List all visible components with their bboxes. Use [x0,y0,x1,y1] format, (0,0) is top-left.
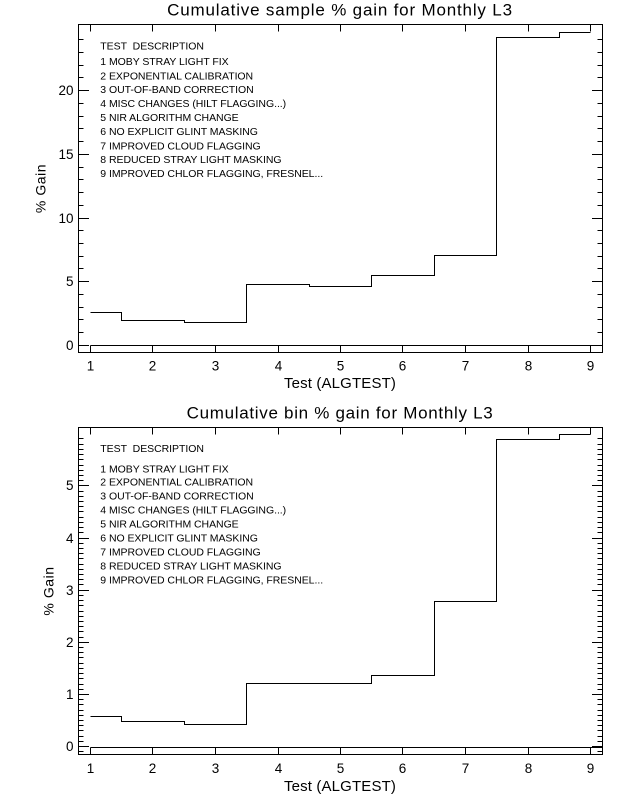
svg-text:7 IMPROVED CLOUD FLAGGING: 7 IMPROVED CLOUD FLAGGING [100,547,260,559]
svg-text:6: 6 [399,358,407,373]
svg-text:8: 8 [525,761,533,776]
svg-text:9 IMPROVED CHLOR FLAGGING, FRE: 9 IMPROVED CHLOR FLAGGING, FRESNEL... [100,168,323,180]
svg-text:0: 0 [66,338,74,353]
svg-text:2: 2 [66,635,74,650]
svg-text:4: 4 [66,531,74,546]
svg-text:9 IMPROVED CHLOR FLAGGING, FRE: 9 IMPROVED CHLOR FLAGGING, FRESNEL... [100,575,323,587]
svg-text:8 REDUCED STRAY LIGHT MASKING: 8 REDUCED STRAY LIGHT MASKING [100,154,281,166]
svg-text:9: 9 [587,358,595,373]
svg-text:0: 0 [66,739,74,754]
svg-text:10: 10 [58,211,73,226]
svg-text:Test (ALGTEST): Test (ALGTEST) [284,778,396,795]
svg-text:6 NO EXPLICIT GLINT MASKING: 6 NO EXPLICIT GLINT MASKING [100,126,258,138]
svg-text:4: 4 [275,761,283,776]
svg-text:7: 7 [462,761,470,776]
svg-text:7 IMPROVED CLOUD FLAGGING: 7 IMPROVED CLOUD FLAGGING [100,140,260,152]
svg-text:5: 5 [66,478,74,493]
svg-text:5: 5 [337,761,345,776]
svg-text:4: 4 [275,358,283,373]
svg-text:1 MOBY STRAY LIGHT FIX: 1 MOBY STRAY LIGHT FIX [100,464,228,476]
svg-text:7: 7 [462,358,470,373]
svg-text:Test (ALGTEST): Test (ALGTEST) [284,375,396,392]
svg-text:3: 3 [66,583,74,598]
svg-text:5 NIR ALGORITHM CHANGE: 5 NIR ALGORITHM CHANGE [100,519,238,531]
svg-text:TEST DESCRIPTION: TEST DESCRIPTION [100,443,204,455]
svg-text:2 EXPONENTIAL CALIBRATION: 2 EXPONENTIAL CALIBRATION [100,477,253,489]
svg-text:5: 5 [337,358,345,373]
svg-text:2: 2 [149,761,157,776]
svg-text:1: 1 [66,687,74,702]
svg-text:1 MOBY STRAY LIGHT FIX: 1 MOBY STRAY LIGHT FIX [100,56,228,68]
svg-text:6: 6 [399,761,407,776]
svg-text:6 NO EXPLICIT GLINT MASKING: 6 NO EXPLICIT GLINT MASKING [100,532,258,544]
svg-text:% Gain: % Gain [41,566,57,615]
svg-text:15: 15 [58,147,73,162]
svg-text:20: 20 [58,83,73,98]
svg-text:Cumulative sample % gain for M: Cumulative sample % gain for Monthly L3 [167,1,513,20]
svg-text:Cumulative bin % gain for Mont: Cumulative bin % gain for Monthly L3 [187,404,494,423]
svg-text:3: 3 [212,358,220,373]
svg-text:8 REDUCED STRAY LIGHT MASKING: 8 REDUCED STRAY LIGHT MASKING [100,561,281,573]
svg-text:3: 3 [212,761,220,776]
svg-text:4 MISC CHANGES (HILT FLAGGING.: 4 MISC CHANGES (HILT FLAGGING...) [100,98,286,110]
svg-text:2 EXPONENTIAL CALIBRATION: 2 EXPONENTIAL CALIBRATION [100,70,253,82]
svg-text:2: 2 [149,358,157,373]
svg-text:3 OUT-OF-BAND CORRECTION: 3 OUT-OF-BAND CORRECTION [100,491,253,503]
svg-text:5: 5 [66,274,74,289]
svg-text:% Gain: % Gain [33,164,49,213]
svg-text:9: 9 [587,761,595,776]
svg-text:1: 1 [87,761,95,776]
svg-text:4 MISC CHANGES (HILT FLAGGING.: 4 MISC CHANGES (HILT FLAGGING...) [100,505,286,517]
svg-text:8: 8 [525,358,533,373]
svg-text:1: 1 [87,358,95,373]
svg-text:TEST DESCRIPTION: TEST DESCRIPTION [100,41,204,53]
svg-text:3 OUT-OF-BAND CORRECTION: 3 OUT-OF-BAND CORRECTION [100,84,253,96]
svg-text:5 NIR ALGORITHM CHANGE: 5 NIR ALGORITHM CHANGE [100,112,238,124]
